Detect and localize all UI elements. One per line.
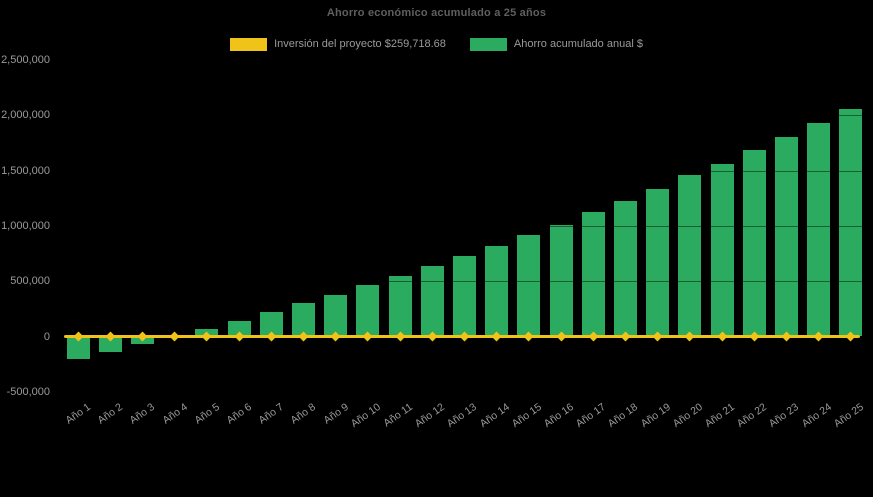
legend-swatch-savings [469, 37, 507, 51]
bar [420, 266, 444, 337]
bar [613, 200, 637, 337]
chart-canvas: Ahorro económico acumulado a 25 años Inv… [0, 7, 873, 430]
legend-swatch-investment [230, 37, 268, 51]
bar [388, 276, 412, 337]
grid-line [57, 391, 863, 393]
bar [356, 285, 380, 337]
y-axis-tick-label: 500,000 [10, 275, 50, 288]
line-marker-diamond [169, 331, 180, 342]
bar [324, 295, 348, 337]
legend-label-savings: Ahorro acumulado anual $ [513, 38, 643, 50]
y-axis-tick-label: 2,500,000 [1, 54, 50, 66]
bar [98, 336, 122, 352]
y-axis-tick-label: 1,000,000 [1, 219, 50, 232]
y-axis-tick-label: -500,000 [6, 385, 50, 398]
bar [291, 303, 315, 337]
legend-item-investment: Inversión del proyecto $259,718.68 [230, 37, 446, 51]
chart-title: Ahorro económico acumulado a 25 años [326, 7, 547, 19]
grid-line [57, 170, 863, 172]
bar [774, 137, 798, 337]
bar [742, 150, 766, 337]
bar [452, 255, 476, 337]
legend-item-savings: Ahorro acumulado anual $ [469, 37, 643, 51]
bar [581, 212, 605, 337]
bar [549, 224, 573, 337]
grid-line [57, 60, 863, 61]
y-axis-tick-label: 2,000,000 [1, 109, 50, 122]
bar [517, 234, 541, 337]
bar [839, 109, 863, 337]
grid-line [57, 115, 863, 117]
bar [259, 312, 283, 337]
bar [66, 336, 90, 360]
y-axis-tick-label: 1,500,000 [1, 164, 50, 177]
bar [710, 163, 734, 337]
bar [227, 321, 251, 337]
legend-label-investment: Inversión del proyecto $259,718.68 [274, 38, 446, 50]
bar [485, 245, 509, 337]
legend: Inversión del proyecto $259,718.68 Ahorr… [0, 36, 873, 52]
grid-line [57, 225, 863, 227]
grid-line [57, 281, 863, 283]
y-axis-tick-label: 0 [43, 330, 50, 343]
bar [678, 175, 702, 337]
bar [807, 122, 831, 337]
bar [646, 188, 670, 337]
